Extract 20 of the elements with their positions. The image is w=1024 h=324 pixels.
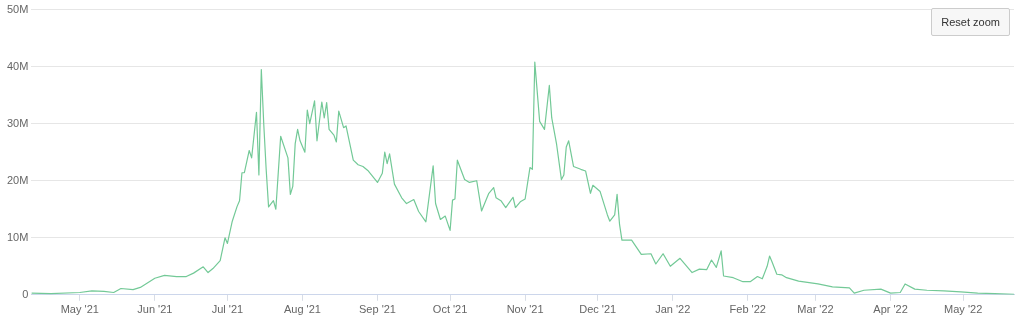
y-tick-label: 0 [22,287,29,300]
x-tick-label: Apr '22 [873,303,908,316]
x-tick-label: Nov '21 [506,303,544,316]
x-tick-label: May '22 [944,303,983,316]
x-tick-label: Jul '21 [211,303,244,316]
x-tick-label: Feb '22 [729,303,766,316]
reset-zoom-button: Reset zoom [931,8,1010,36]
x-tick-label: Oct '21 [432,303,468,316]
y-tick-label: 40M [6,59,29,72]
x-tick-label: Jun '21 [137,303,173,316]
x-tick-label: Dec '21 [579,303,617,316]
y-tick-label: 10M [6,230,29,243]
y-tick-label: 30M [6,116,29,129]
y-tick-label: 20M [6,173,29,186]
x-tick-label: Mar '22 [797,303,834,316]
x-tick-label: Sep '21 [359,303,396,316]
y-tick-label: 50M [6,2,29,15]
x-tick-label: Aug '21 [283,303,321,316]
x-tick-label: Jan '22 [655,303,691,316]
x-tick-label: May '21 [60,303,99,316]
